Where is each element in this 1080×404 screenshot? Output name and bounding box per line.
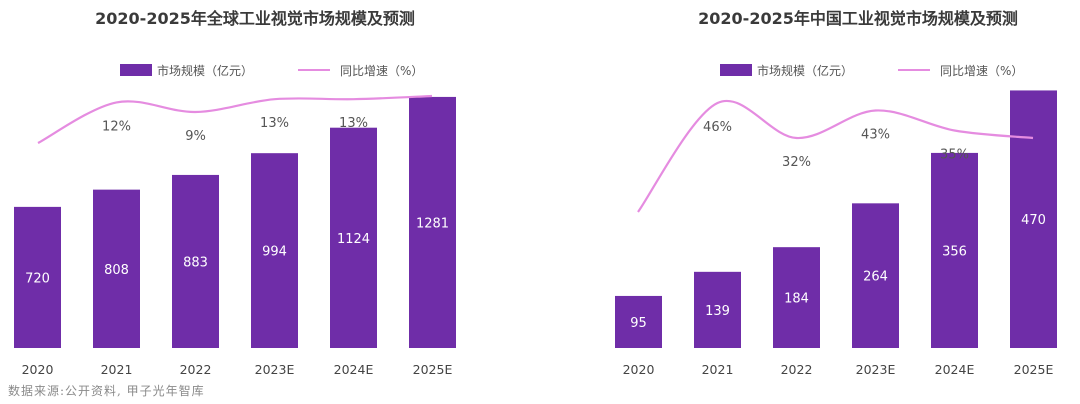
- x-tick-label: 2025E: [1014, 362, 1054, 377]
- bar-value-label: 470: [1021, 213, 1046, 228]
- china-chart-panel: 2020-2025年中国工业视觉市场规模及预测 市场规模（亿元） 同比增速（%）…: [600, 0, 1080, 380]
- x-tick-label: 2020: [623, 362, 655, 377]
- bar-value-label: 95: [630, 316, 647, 331]
- legend-bar-swatch: [720, 64, 752, 76]
- x-tick-label: 2025E: [413, 362, 453, 377]
- x-tick-label: 2021: [702, 362, 734, 377]
- legend-bar-label: 市场规模（亿元）: [157, 63, 253, 78]
- bar: [93, 189, 140, 348]
- x-tick-label: 2024E: [334, 362, 374, 377]
- legend: 市场规模（亿元） 同比增速（%）: [120, 63, 423, 78]
- bar: [852, 203, 899, 348]
- growth-rate-label: 9%: [185, 129, 206, 144]
- bar: [251, 153, 298, 348]
- bar: [773, 247, 820, 348]
- bar-value-label: 994: [262, 245, 287, 260]
- bar-value-label: 720: [25, 271, 50, 286]
- legend-bar-swatch: [120, 64, 152, 76]
- legend-bar-label: 市场规模（亿元）: [757, 63, 853, 78]
- legend: 市场规模（亿元） 同比增速（%）: [720, 63, 1023, 78]
- growth-rate-label: 12%: [102, 119, 131, 134]
- bar-value-label: 356: [942, 244, 967, 259]
- china-chart: 2020-2025年中国工业视觉市场规模及预测 市场规模（亿元） 同比增速（%）…: [615, 9, 1057, 377]
- growth-rate-label: 32%: [782, 155, 811, 170]
- growth-rate-line: [637, 99, 1034, 213]
- bar: [1010, 90, 1057, 348]
- chart-title: 2020-2025年中国工业视觉市场规模及预测: [698, 9, 1018, 28]
- bar: [409, 96, 456, 348]
- global-chart: 2020-2025年全球工业视觉市场规模及预测 市场规模（亿元） 同比增速（%）…: [14, 9, 456, 377]
- x-tick-label: 2023E: [255, 362, 295, 377]
- bar-value-label: 1281: [416, 216, 449, 231]
- x-tick-label: 2022: [781, 362, 813, 377]
- data-source-note: 数据来源:公开资料, 甲子光年智库: [8, 384, 205, 398]
- bar: [694, 271, 741, 348]
- bar-value-label: 808: [104, 263, 129, 278]
- x-tick-label: 2021: [101, 362, 133, 377]
- growth-rate-label: 43%: [861, 128, 890, 143]
- bar: [330, 127, 377, 348]
- bar-value-label: 264: [863, 270, 888, 285]
- growth-rate-label: 46%: [703, 120, 732, 135]
- x-tick-label: 2020: [22, 362, 54, 377]
- bar-value-label: 184: [784, 292, 809, 307]
- bar: [172, 174, 219, 348]
- bar: [931, 152, 978, 348]
- global-chart-panel: 2020-2025年全球工业视觉市场规模及预测 市场规模（亿元） 同比增速（%）…: [0, 0, 470, 380]
- legend-line-label: 同比增速（%）: [340, 64, 423, 78]
- x-tick-label: 2023E: [856, 362, 896, 377]
- growth-rate-label: 13%: [260, 116, 289, 131]
- chart-title: 2020-2025年全球工业视觉市场规模及预测: [95, 9, 415, 28]
- x-tick-label: 2024E: [935, 362, 975, 377]
- growth-rate-label: 35%: [940, 148, 969, 163]
- growth-rate-label: 13%: [339, 116, 368, 131]
- bar-value-label: 1124: [337, 232, 370, 247]
- bar-value-label: 139: [705, 304, 730, 319]
- x-tick-label: 2022: [180, 362, 212, 377]
- bar: [615, 295, 662, 348]
- legend-line-label: 同比增速（%）: [940, 64, 1023, 78]
- bar-value-label: 883: [183, 255, 208, 270]
- growth-rate-line: [37, 94, 433, 144]
- bar: [14, 206, 61, 348]
